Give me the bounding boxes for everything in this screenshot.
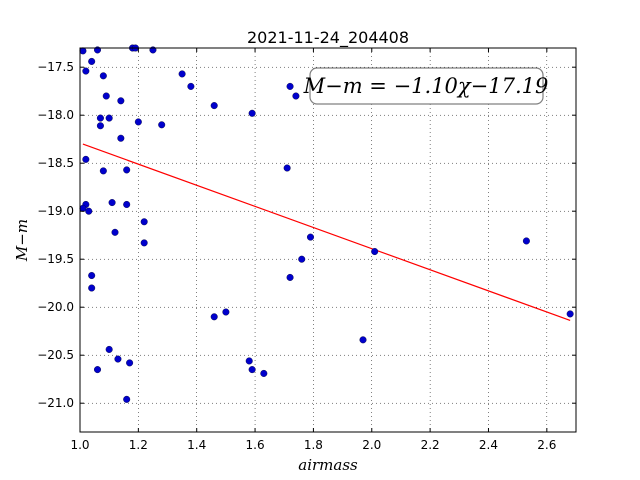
y-tick-label: −17.5 (37, 60, 74, 74)
x-tick-labels: 1.0 1.2 1.4 1.6 1.8 2.0 2.2 2.4 2.6 (70, 438, 556, 452)
y-tick-label: −20.5 (37, 348, 74, 362)
fit-equation-annotation: M−m = −1.10χ−17.19 (303, 74, 549, 98)
x-tick-label: 2.4 (479, 438, 498, 452)
data-point (140, 218, 148, 226)
data-point (99, 167, 107, 175)
data-point (105, 114, 113, 122)
data-point (210, 313, 218, 321)
data-point (134, 118, 142, 126)
data-point (94, 366, 102, 374)
data-point (248, 366, 256, 374)
data-point (111, 228, 119, 236)
data-point (88, 57, 96, 65)
data-point (158, 121, 166, 129)
data-point (96, 122, 104, 130)
y-axis-label: M−m (13, 219, 31, 262)
y-tick-label: −19.0 (37, 204, 74, 218)
x-tick-label: 2.6 (537, 438, 556, 452)
data-point (178, 70, 186, 78)
data-point (283, 164, 291, 172)
fit-line-group (82, 143, 571, 322)
data-point (105, 345, 113, 353)
plot-frame (79, 47, 577, 433)
data-point (126, 359, 134, 367)
data-point (187, 82, 195, 90)
data-point (96, 114, 104, 122)
x-tick-label: 2.0 (362, 438, 381, 452)
x-tick-label: 1.4 (187, 438, 206, 452)
data-point (85, 207, 93, 215)
x-tick-label: 1.8 (304, 438, 323, 452)
data-point (123, 395, 131, 403)
data-point (79, 204, 87, 212)
data-point (522, 237, 530, 245)
data-point (88, 284, 96, 292)
data-points (79, 44, 574, 403)
annotation-frame (309, 67, 544, 105)
y-tick-label: −20.0 (37, 300, 74, 314)
data-point (123, 200, 131, 208)
chart-title: 2021-11-24_204408 (247, 28, 409, 48)
data-point (286, 273, 294, 281)
y-tick-label: −21.0 (37, 396, 74, 410)
fit-line (82, 143, 571, 322)
data-point (210, 102, 218, 110)
data-point (79, 47, 87, 55)
axis-ticks (79, 48, 576, 432)
data-point (286, 82, 294, 90)
data-point (82, 155, 90, 163)
data-point (566, 310, 574, 318)
data-point (88, 272, 96, 280)
data-point (292, 92, 300, 100)
data-point (140, 239, 148, 247)
grid-lines (79, 48, 576, 432)
x-tick-label: 1.6 (246, 438, 265, 452)
data-point (245, 357, 253, 365)
x-tick-label: 1.2 (129, 438, 148, 452)
plot-background (80, 48, 576, 432)
data-point (99, 72, 107, 80)
data-point (248, 109, 256, 117)
y-tick-labels: −17.5 −18.0 −18.5 −19.0 −19.5 −20.0 −20.5 −21.0 (37, 60, 74, 410)
data-point (117, 97, 125, 105)
data-point (222, 308, 230, 316)
data-point (260, 369, 268, 377)
data-point (306, 233, 314, 241)
y-tick-label: −19.5 (37, 252, 74, 266)
annotation-box: M−m = −1.10χ−17.19 (303, 67, 549, 105)
x-tick-label: 1.0 (70, 438, 89, 452)
x-tick-label: 2.2 (421, 438, 440, 452)
y-tick-label: −18.0 (37, 108, 74, 122)
plot-area (79, 44, 577, 433)
data-point (117, 134, 125, 142)
data-point (108, 199, 116, 207)
data-point (114, 355, 122, 363)
data-point (82, 67, 90, 75)
data-point (298, 255, 306, 263)
y-tick-label: −18.5 (37, 156, 74, 170)
data-point (371, 248, 379, 256)
data-point (123, 166, 131, 174)
data-point (359, 336, 367, 344)
x-axis-label: airmass (298, 456, 358, 474)
data-point (102, 92, 110, 100)
